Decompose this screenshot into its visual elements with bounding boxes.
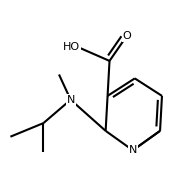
Text: HO: HO (63, 42, 80, 52)
Text: N: N (129, 145, 137, 155)
Text: O: O (123, 31, 131, 41)
Text: N: N (66, 95, 75, 105)
